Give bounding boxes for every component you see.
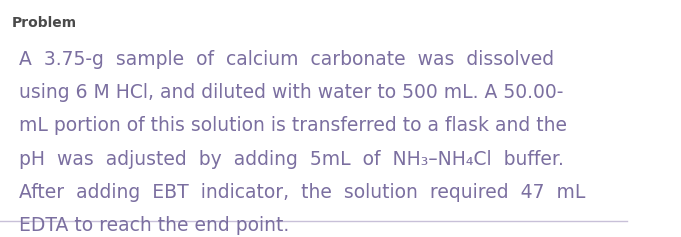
Text: EDTA to reach the end point.: EDTA to reach the end point. bbox=[19, 216, 289, 235]
Text: pH  was  adjusted  by  adding  5mL  of  NH₃–NH₄Cl  buffer.: pH was adjusted by adding 5mL of NH₃–NH₄… bbox=[19, 150, 564, 169]
Text: After  adding  EBT  indicator,  the  solution  required  47  mL: After adding EBT indicator, the solution… bbox=[19, 183, 585, 202]
Text: Problem: Problem bbox=[12, 16, 76, 30]
Text: A  3.75-g  sample  of  calcium  carbonate  was  dissolved: A 3.75-g sample of calcium carbonate was… bbox=[19, 50, 554, 68]
Text: using 6 M HCl, and diluted with water to 500 mL. A 50.00-: using 6 M HCl, and diluted with water to… bbox=[19, 83, 563, 102]
Text: mL portion of this solution is transferred to a flask and the: mL portion of this solution is transferr… bbox=[19, 116, 567, 135]
